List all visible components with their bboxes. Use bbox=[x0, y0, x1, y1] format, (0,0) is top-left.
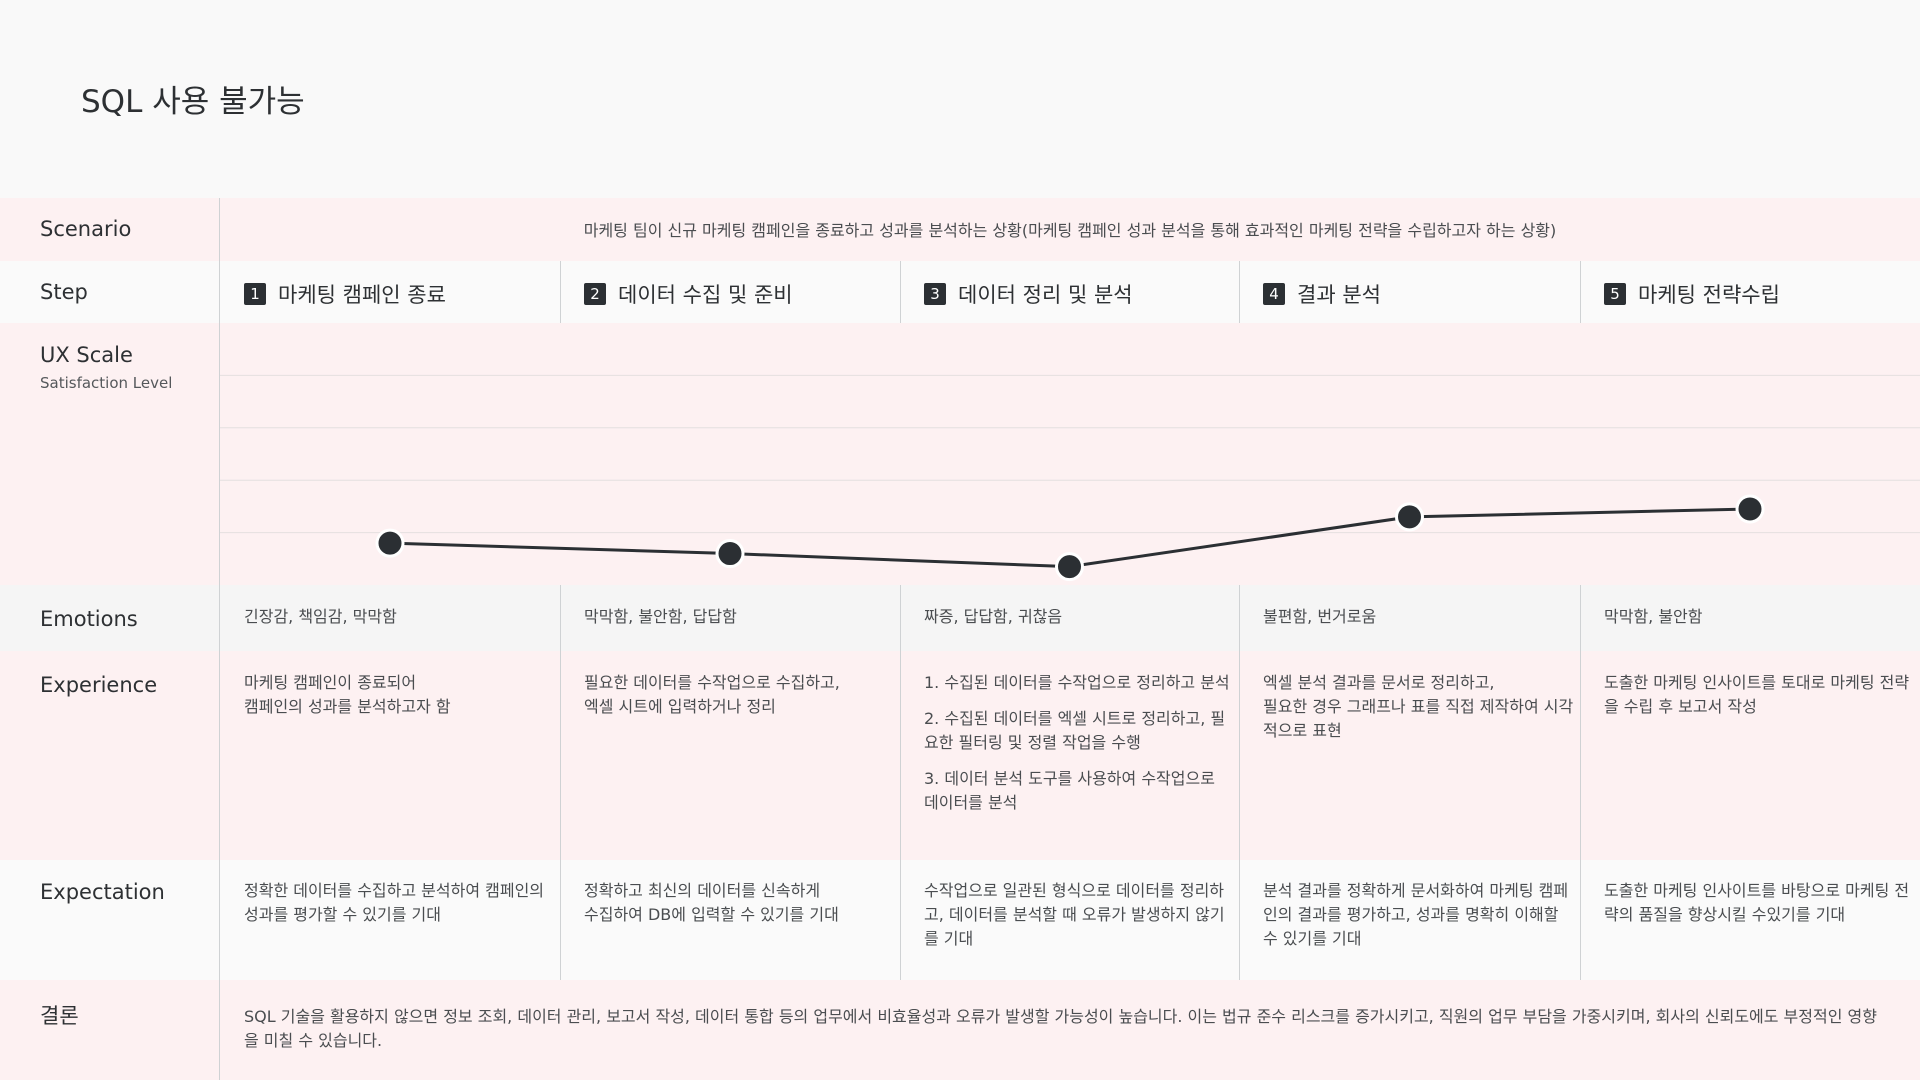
divider bbox=[1239, 585, 1240, 980]
row-bg bbox=[0, 323, 1920, 585]
satisfaction-point bbox=[375, 528, 405, 558]
row-label: 결론 bbox=[40, 1004, 79, 1028]
row-label: Step bbox=[40, 280, 88, 304]
experience-cell: 도출한 마케팅 인사이트를 토대로 마케팅 전략을 수립 후 보고서 작성 bbox=[1604, 671, 1914, 731]
divider bbox=[560, 585, 561, 980]
step-title: 마케팅 캠페인 종료 bbox=[278, 283, 446, 307]
emotion-text: 막막함, 불안함 bbox=[1604, 607, 1703, 626]
step-number: 5 bbox=[1604, 283, 1626, 305]
experience-text: 엑셀 분석 결과를 문서로 정리하고, 필요한 경우 그래프나 표를 직접 제작… bbox=[1263, 673, 1574, 740]
row-bg bbox=[0, 860, 1920, 980]
divider bbox=[1580, 585, 1581, 980]
divider bbox=[900, 585, 901, 980]
experience-text: 2. 수집된 데이터를 엑셀 시트로 정리하고, 필요한 필터링 및 정렬 작업… bbox=[924, 709, 1226, 752]
row-bg bbox=[0, 261, 1920, 323]
step-header: 1 마케팅 캠페인 종료 bbox=[244, 279, 446, 309]
step-header: 3 데이터 정리 및 분석 bbox=[924, 279, 1133, 309]
row-bg bbox=[0, 651, 1920, 860]
experience-cell: 마케팅 캠페인이 종료되어 캠페인의 성과를 분석하고자 함 bbox=[244, 671, 554, 731]
row-label: UX Scale bbox=[40, 343, 133, 367]
row-label: Emotions bbox=[40, 607, 138, 631]
row-label: Scenario bbox=[40, 217, 132, 241]
divider bbox=[1580, 261, 1581, 323]
experience-cell: 1. 수집된 데이터를 수작업으로 정리하고 분석 2. 수집된 데이터를 엑셀 … bbox=[924, 671, 1233, 827]
step-title: 데이터 정리 및 분석 bbox=[958, 283, 1133, 307]
emotion-text: 짜증, 답답함, 귀찮음 bbox=[924, 607, 1063, 626]
step-title: 데이터 수집 및 준비 bbox=[618, 283, 793, 307]
row-bg bbox=[0, 198, 1920, 261]
step-number: 2 bbox=[584, 283, 606, 305]
step-header: 5 마케팅 전략수립 bbox=[1604, 279, 1780, 309]
ux-chart bbox=[220, 374, 1920, 582]
experience-cell: 엑셀 분석 결과를 문서로 정리하고, 필요한 경우 그래프나 표를 직접 제작… bbox=[1263, 671, 1574, 755]
satisfaction-point bbox=[1395, 502, 1424, 532]
row-label: Expectation bbox=[40, 880, 165, 904]
experience-text: 1. 수집된 데이터를 수작업으로 정리하고 분석 bbox=[924, 673, 1230, 692]
experience-cell: 필요한 데이터를 수작업으로 수집하고, 엑셀 시트에 입력하거나 정리 bbox=[584, 671, 894, 731]
experience-text: 3. 데이터 분석 도구를 사용하여 수작업으로 데이터를 분석 bbox=[924, 769, 1215, 812]
divider bbox=[219, 198, 220, 1080]
scenario-text: 마케팅 팀이 신규 마케팅 캠페인을 종료하고 성과를 분석하는 상황(마케팅 … bbox=[583, 221, 1557, 240]
divider bbox=[900, 261, 901, 323]
page-title: SQL 사용 불가능 bbox=[81, 84, 305, 120]
emotion-text: 막막함, 불안함, 답답함 bbox=[584, 607, 737, 626]
satisfaction-point bbox=[1735, 494, 1765, 524]
divider bbox=[1239, 261, 1240, 323]
expectation-text: 정확하고 최신의 데이터를 신속하게 수집하여 DB에 입력할 수 있기를 기대 bbox=[584, 881, 839, 924]
expectation-text: 도출한 마케팅 인사이트를 바탕으로 마케팅 전략의 품질을 향상시킬 수있기를… bbox=[1604, 881, 1910, 924]
step-number: 4 bbox=[1263, 283, 1285, 305]
step-title: 마케팅 전략수립 bbox=[1638, 283, 1780, 307]
expectation-text: 정확한 데이터를 수집하고 분석하여 캠페인의 성과를 평가할 수 있기를 기대 bbox=[244, 881, 545, 924]
expectation-text: 수작업으로 일관된 형식으로 데이터를 정리하고, 데이터를 분석할 때 오류가… bbox=[924, 881, 1225, 948]
divider bbox=[560, 261, 561, 323]
row-label: Experience bbox=[40, 673, 158, 697]
satisfaction-point bbox=[1055, 552, 1084, 582]
satisfaction-point bbox=[715, 539, 745, 569]
experience-text: 마케팅 캠페인이 종료되어 캠페인의 성과를 분석하고자 함 bbox=[244, 673, 451, 716]
step-number: 3 bbox=[924, 283, 946, 305]
step-header: 2 데이터 수집 및 준비 bbox=[584, 279, 793, 309]
row-bg bbox=[0, 585, 1920, 651]
row-sublabel: Satisfaction Level bbox=[40, 374, 173, 392]
step-number: 1 bbox=[244, 283, 266, 305]
conclusion-text: SQL 기술을 활용하지 않으면 정보 조회, 데이터 관리, 보고서 작성, … bbox=[244, 1007, 1877, 1050]
experience-text: 도출한 마케팅 인사이트를 토대로 마케팅 전략을 수립 후 보고서 작성 bbox=[1604, 673, 1910, 716]
emotion-text: 불편함, 번거로움 bbox=[1263, 607, 1377, 626]
step-title: 결과 분석 bbox=[1297, 283, 1381, 307]
emotion-text: 긴장감, 책임감, 막막함 bbox=[244, 607, 397, 626]
experience-text: 필요한 데이터를 수작업으로 수집하고, 엑셀 시트에 입력하거나 정리 bbox=[584, 673, 840, 716]
expectation-text: 분석 결과를 정확하게 문서화하여 마케팅 캠페인의 결과를 평가하고, 성과를… bbox=[1263, 881, 1569, 948]
step-header: 4 결과 분석 bbox=[1263, 279, 1381, 309]
row-bg bbox=[0, 980, 1920, 1080]
